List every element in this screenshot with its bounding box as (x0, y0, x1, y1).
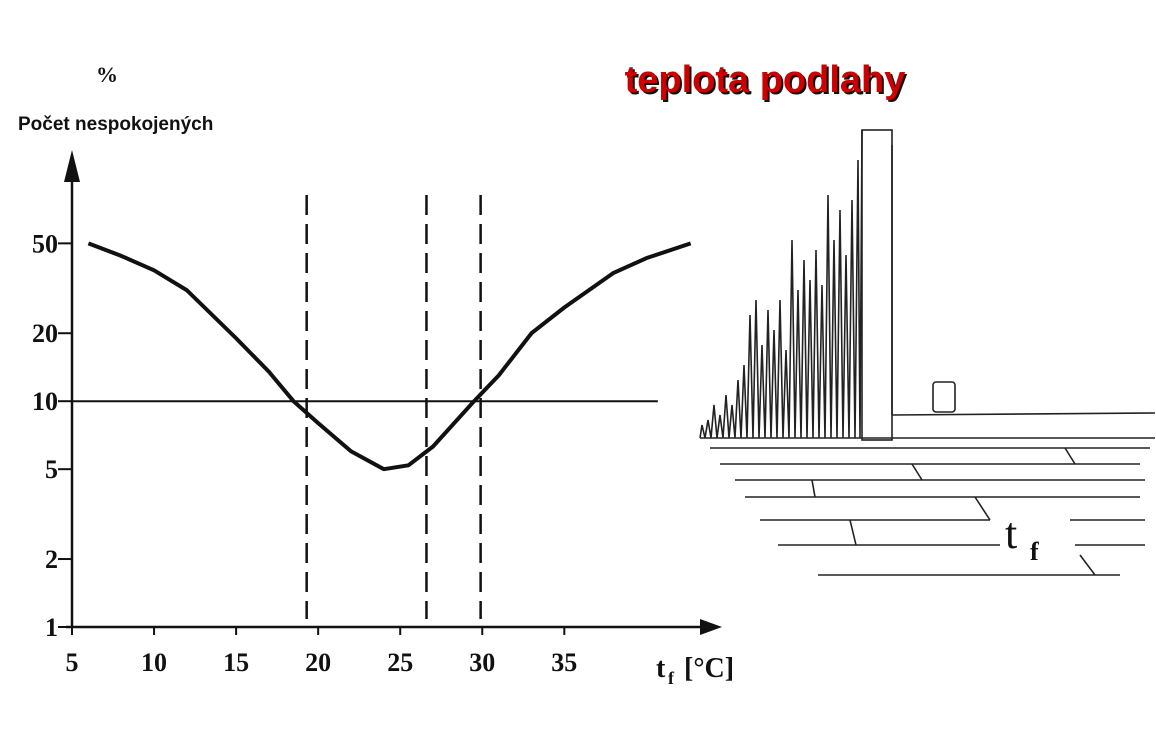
y-tick-label: 20 (32, 319, 58, 348)
slide: teplota podlahy teplota podlahy % Počet … (0, 0, 1156, 729)
x-tick-label: 30 (469, 648, 495, 677)
x-tick-label: 15 (223, 648, 249, 677)
y-tick-label: 10 (32, 387, 58, 416)
x-label-subscript: f (668, 668, 675, 688)
chart-title: teplota podlahy (625, 59, 906, 101)
x-tick-label: 20 (305, 648, 331, 677)
x-tick-label: 35 (551, 648, 577, 677)
background (0, 0, 1156, 729)
x-tick-label: 25 (387, 648, 413, 677)
y-tick-label: 1 (45, 613, 58, 642)
x-tick-label: 5 (66, 648, 79, 677)
illustration-subscript: f (1030, 537, 1039, 566)
y-unit: % (96, 62, 118, 87)
x-tick-label: 10 (141, 648, 167, 677)
y-tick-label: 5 (45, 455, 58, 484)
x-label-symbol: t (656, 653, 666, 684)
y-label: Počet nespokojených (18, 114, 213, 135)
x-label-unit: [°C] (684, 653, 734, 684)
y-tick-label: 2 (45, 545, 58, 574)
illustration-symbol: t (1005, 509, 1017, 558)
y-tick-label: 50 (32, 229, 58, 258)
